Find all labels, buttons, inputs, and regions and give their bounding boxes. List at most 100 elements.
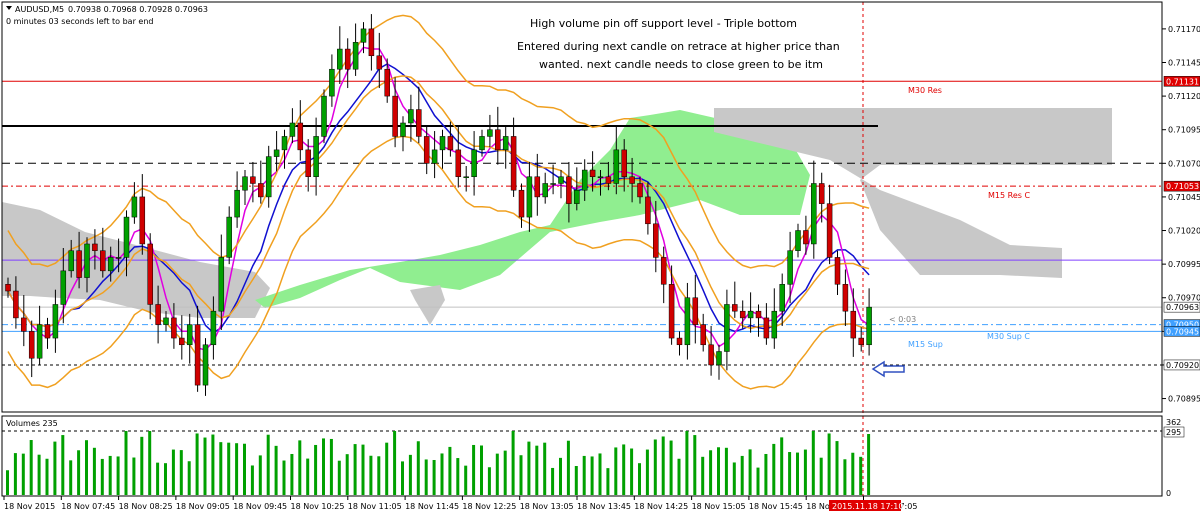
candle-body [400,122,406,137]
ichimoku-cloud [2,108,1112,325]
price-tick-label: 0.71170 [1168,25,1200,34]
candle-body [281,136,288,151]
candle-body [447,136,454,151]
volume-bar [867,434,871,495]
candle-body [329,68,335,97]
candle-body [653,223,659,258]
volume-bar [124,431,128,495]
volume-bar [614,447,618,495]
price-tick-label: 0.70995 [1168,260,1200,269]
candle-body [226,216,232,258]
volume-bar [361,444,365,495]
volume-bar [385,442,389,495]
volume-bar [543,442,547,495]
candle-body [392,95,398,137]
candle-body [724,304,730,352]
volume-bar [811,431,815,495]
candle-body [242,176,248,191]
volume-bar [701,456,705,495]
volume-bar [337,460,341,495]
annotation-line-3: wanted. next candle needs to close green… [539,58,823,71]
volume-bar [6,470,9,495]
volume-bar [669,440,673,495]
volumes-label: Volumes 235 [6,419,58,428]
cursor-time-label: 2015.11.18 17:10 [832,502,903,511]
volume-bar [464,465,468,495]
candle-body [423,136,430,164]
price-tick-label: 0.71045 [1168,193,1200,202]
candle-body [147,243,153,305]
volume-bar [574,466,578,495]
price-level-label: 0.70945 [1166,327,1199,336]
volume-bar [677,458,681,495]
candle-body [100,250,106,272]
candle-body [44,324,51,339]
time-tick-label: 18 Nov 08:25 [119,502,173,511]
candle-body [637,183,643,198]
volume-bar [535,445,539,495]
ohlc-label: 0.70938 0.70968 0.70928 0.70963 [68,5,208,14]
time-tick-label: 18 Nov 15:45 [749,502,803,511]
candle-body [542,183,548,198]
candle-body [115,257,122,259]
price-tick-label: 0.71145 [1168,58,1200,67]
time-axis: 18 Nov 2015 18 Nov 07:45 18 Nov 08:25 18 No… [3,496,917,511]
candle-body [13,290,19,319]
candle-body [550,183,556,185]
candle-body [376,55,383,70]
candle-body [28,331,35,359]
volume-bar [495,453,499,495]
time-tick-label: 18 Nov 11:45 [405,502,459,511]
volume-bar [171,449,175,495]
candle-body [234,189,240,218]
candle-body [581,169,588,191]
volume-bar [21,453,25,495]
candle-body [708,344,714,366]
volume-bar [740,455,744,495]
candle-body [337,48,343,70]
cloud-bear-right [714,108,1112,278]
volume-bar [456,458,460,495]
time-tick-label: 18 Nov 2015 [4,502,55,511]
volume-bar [693,435,697,495]
candle-body [676,337,683,346]
volume-bar [116,456,120,495]
candle-body [416,109,422,137]
candle-body [779,284,785,312]
volume-bar [100,458,104,495]
candle-body [700,324,706,346]
volume-bar [243,443,246,495]
candle-body [408,109,414,124]
dropdown-triangle-icon[interactable] [6,6,12,10]
volume-bar [598,453,602,495]
time-tick-label: 18 Nov 09:05 [176,502,230,511]
volume-bar [717,447,720,495]
price-tick-label: 0.70895 [1168,395,1200,404]
candle-body [431,149,438,164]
volume-bar [37,454,41,495]
candle-body [866,306,872,346]
candle-body [589,169,596,178]
candle-body [747,310,754,319]
annotation-line-1: High volume pin off support level - Trip… [530,17,797,30]
time-tick-label: 18 Nov 10:25 [291,502,345,511]
price-level-box [1163,180,1200,192]
candle-body [692,297,699,325]
candle-body [289,122,296,137]
time-tick-label: 18 Nov 13:05 [520,502,574,511]
volume-bar [732,462,736,495]
candle-body [502,136,509,151]
volume-bar [559,457,562,495]
volume-bar [92,447,96,495]
volume-bar [772,443,776,495]
candle-body [755,310,762,319]
candle-body [605,176,612,184]
candle-body [360,28,367,43]
time-tick-label: 18 Nov 13:45 [577,502,631,511]
volume-bar [661,436,665,495]
volume-bar [645,449,649,495]
time-tick-label: 18 Nov 07:45 [61,502,115,511]
volume-bar [140,436,144,495]
candle-body [842,284,849,312]
candle-body [5,284,11,292]
